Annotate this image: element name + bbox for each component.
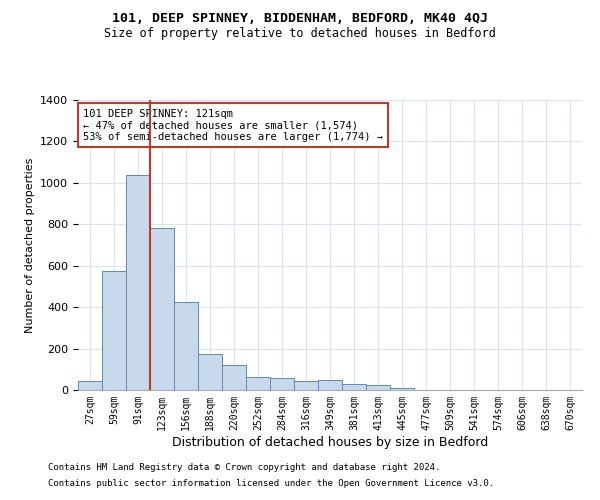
Bar [342,384,366,390]
Text: Contains HM Land Registry data © Crown copyright and database right 2024.: Contains HM Land Registry data © Crown c… [48,464,440,472]
Bar [390,388,414,390]
Text: 101, DEEP SPINNEY, BIDDENHAM, BEDFORD, MK40 4QJ: 101, DEEP SPINNEY, BIDDENHAM, BEDFORD, M… [112,12,488,26]
Bar [126,174,150,390]
Bar [222,365,246,390]
Bar [270,378,294,390]
Bar [366,386,390,390]
Text: Contains public sector information licensed under the Open Government Licence v3: Contains public sector information licen… [48,478,494,488]
Bar [102,271,126,390]
Bar [78,380,102,390]
Text: 101 DEEP SPINNEY: 121sqm
← 47% of detached houses are smaller (1,574)
53% of sem: 101 DEEP SPINNEY: 121sqm ← 47% of detach… [83,108,383,142]
Bar [174,302,198,390]
Bar [294,380,318,390]
Bar [150,228,174,390]
Y-axis label: Number of detached properties: Number of detached properties [25,158,35,332]
Bar [198,354,222,390]
Text: Size of property relative to detached houses in Bedford: Size of property relative to detached ho… [104,28,496,40]
Bar [318,380,342,390]
Bar [246,376,270,390]
X-axis label: Distribution of detached houses by size in Bedford: Distribution of detached houses by size … [172,436,488,448]
